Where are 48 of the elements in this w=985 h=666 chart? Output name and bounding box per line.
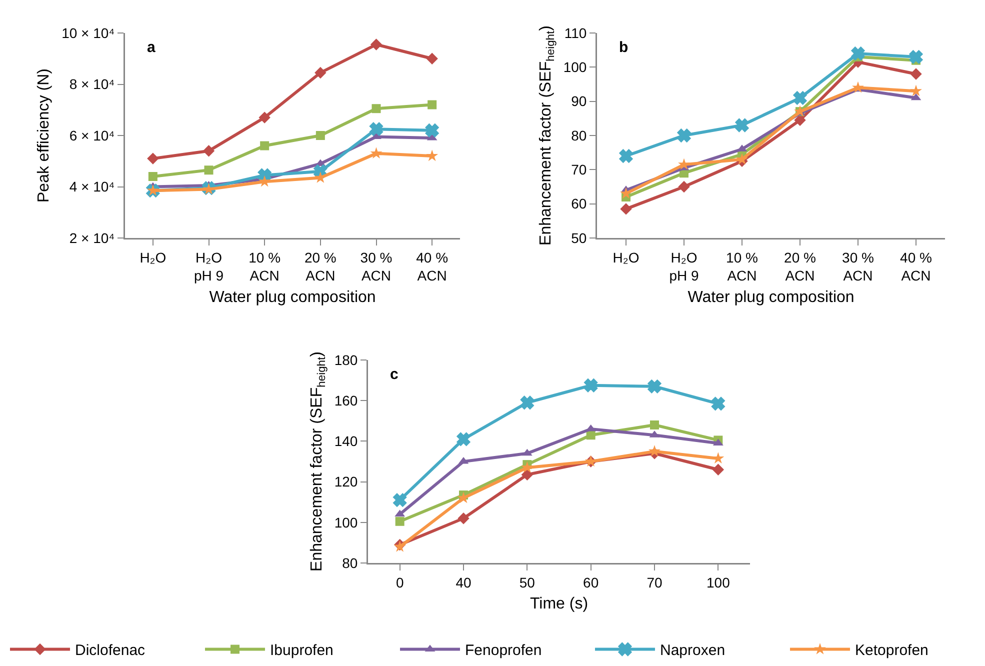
x-tick-label: 40: [456, 574, 472, 590]
y-tick-label: 160: [334, 392, 358, 408]
chart-title: b: [619, 39, 628, 56]
y-tick-label: 8 × 10⁴: [69, 76, 115, 92]
y-tick-label: 60: [571, 196, 587, 212]
y-tick-label: 140: [334, 433, 358, 450]
x-tick-label: 40 % ACN: [416, 249, 448, 284]
chart-title: c: [390, 366, 398, 383]
x-axis-title: Time (s): [530, 596, 588, 613]
y-tick-label: 80: [342, 554, 358, 571]
y-tick-label: 70: [571, 162, 587, 178]
x-tick-label: 10 % ACN: [726, 249, 758, 284]
x-axis-title: Water plug composition: [688, 288, 854, 306]
y-tick-label: 180: [334, 352, 358, 368]
y-tick-label: 4 × 10⁴: [69, 178, 115, 195]
legend-label: Ketoprofen: [855, 642, 928, 660]
x-tick-label: 20 % ACN: [784, 249, 816, 284]
legend-label: Naproxen: [660, 642, 726, 660]
x-tick-label: H₂O pH 9: [669, 249, 699, 284]
x-tick-label: 0: [396, 574, 404, 590]
x-tick-label: H₂O pH 9: [194, 249, 224, 284]
x-tick-label: H₂O: [140, 249, 166, 266]
legend-label: Diclofenac: [75, 642, 146, 660]
x-tick-label: 40 % ACN: [900, 249, 932, 284]
x-tick-label: 20 % ACN: [304, 249, 336, 284]
y-tick-label: 6 × 10⁴: [69, 127, 115, 144]
x-tick-label: 30 % ACN: [360, 249, 392, 284]
x-tick-label: 100: [706, 574, 730, 590]
x-tick-label: 50: [519, 574, 536, 590]
y-tick-label: 2 × 10⁴: [69, 230, 115, 246]
x-tick-label: 70: [646, 574, 662, 590]
y-axis-title: Peak efficiency (N): [36, 68, 53, 202]
y-tick-label: 10 × 10⁴: [62, 24, 115, 41]
x-tick-label: 60: [583, 574, 599, 590]
y-tick-label: 120: [334, 474, 358, 490]
y-tick-label: 100: [334, 514, 358, 530]
y-tick-label: 90: [571, 93, 587, 110]
y-tick-label: 100: [563, 59, 587, 76]
x-tick-label: 30 % ACN: [842, 249, 874, 284]
x-axis-title: Water plug composition: [209, 288, 376, 306]
y-tick-label: 80: [571, 127, 587, 144]
x-tick-label: 10 % ACN: [248, 249, 281, 284]
legend-label: Fenoprofen: [465, 642, 542, 660]
chart-title: a: [147, 39, 156, 56]
legend-label: Ibuprofen: [270, 642, 334, 660]
x-tick-label: H₂O: [612, 249, 640, 266]
y-tick-label: 50: [571, 230, 587, 246]
y-tick-label: 110: [564, 24, 587, 41]
